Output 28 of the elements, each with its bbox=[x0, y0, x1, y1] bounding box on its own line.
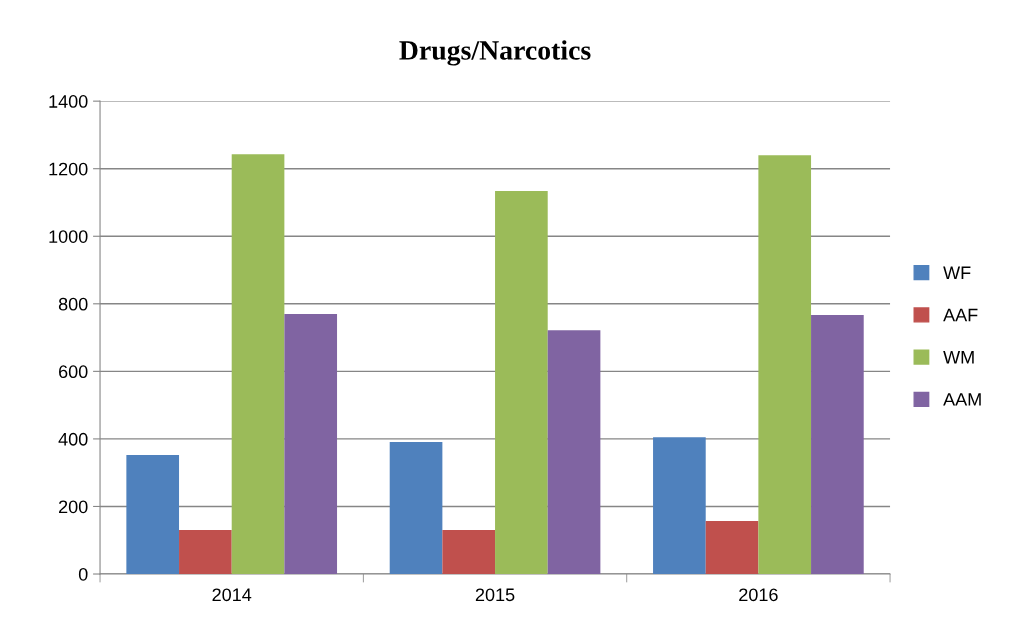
x-tick-label: 2015 bbox=[475, 588, 515, 602]
x-tick-label: 2014 bbox=[212, 588, 252, 602]
chart-title: Drugs/Narcotics bbox=[399, 40, 591, 66]
bar bbox=[284, 313, 338, 575]
bar bbox=[495, 191, 548, 575]
bar bbox=[653, 437, 706, 575]
y-tick-label: 400 bbox=[58, 432, 88, 446]
bar bbox=[705, 520, 759, 575]
bar bbox=[389, 441, 443, 575]
bar bbox=[811, 314, 864, 575]
bar bbox=[231, 154, 285, 575]
legend-label: AAM bbox=[943, 393, 981, 406]
y-tick-label: 0 bbox=[78, 567, 88, 581]
legend-label: WM bbox=[943, 350, 974, 364]
y-tick-label: 1400 bbox=[49, 95, 88, 108]
y-tick-label: 800 bbox=[58, 297, 88, 311]
y-tick-label: 1200 bbox=[49, 162, 88, 176]
bar bbox=[758, 155, 812, 575]
bar bbox=[179, 530, 232, 575]
y-tick-label: 1000 bbox=[49, 230, 88, 243]
legend-label: AAF bbox=[943, 308, 978, 322]
bar bbox=[442, 530, 496, 575]
legend-label: WF bbox=[943, 266, 971, 279]
bar bbox=[547, 330, 601, 575]
y-tick-label: 600 bbox=[59, 365, 88, 379]
bar bbox=[126, 455, 180, 575]
y-tick-label: 200 bbox=[59, 500, 88, 514]
x-tick-label: 2016 bbox=[739, 588, 778, 602]
